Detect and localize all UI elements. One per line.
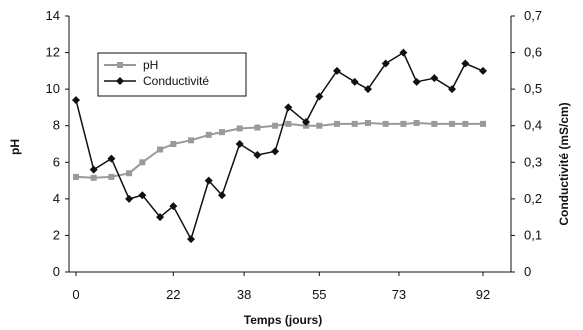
data-point-ph — [236, 125, 243, 132]
data-point-conductivite — [125, 194, 134, 203]
data-point-conductivite — [138, 191, 147, 200]
series-layer — [72, 48, 487, 244]
x-tick-label: 92 — [476, 287, 490, 302]
legend-ph-label: pH — [143, 58, 158, 72]
data-point-conductivite — [235, 140, 244, 148]
data-point-ph — [449, 120, 456, 127]
data-point-conductivite — [156, 213, 165, 222]
data-point-ph — [126, 170, 133, 177]
data-point-conductivite — [363, 85, 372, 94]
data-point-ph — [413, 119, 420, 126]
data-point-ph — [170, 141, 177, 147]
y-tick-label: 6 — [53, 154, 60, 169]
data-point-conductivite — [204, 176, 213, 185]
x-tick-label: 38 — [237, 287, 251, 302]
data-point-conductivite — [89, 165, 98, 174]
y2-tick-label: 0,5 — [524, 81, 542, 96]
data-point-conductivite — [315, 92, 324, 101]
tick-labels: 0 2 4 6 8 10 12 14 0 0,1 0,2 0,3 0,4 0,5 0,6 0,7 0 22 38 55… — [46, 8, 543, 302]
series-conductivite-line — [75, 51, 484, 240]
y2-axis-title: Conductivité (mS/cm) — [557, 102, 571, 225]
y2-tick-label: 0,7 — [524, 8, 542, 23]
data-point-ph — [188, 137, 195, 144]
data-point-ph — [285, 120, 292, 127]
data-point-ph — [254, 124, 261, 131]
data-point-conductivite — [187, 235, 196, 244]
x-tick-label: 22 — [166, 287, 180, 302]
y2-tick-label: 0,3 — [524, 154, 542, 169]
x-tick-label: 0 — [72, 287, 79, 302]
data-point-conductivite — [169, 202, 178, 211]
data-point-ph — [382, 120, 389, 127]
chart-axes — [65, 15, 515, 276]
data-point-conductivite — [448, 85, 457, 94]
y-tick-label: 14 — [46, 8, 60, 23]
y-tick-label: 0 — [53, 264, 60, 279]
legend-box — [97, 52, 247, 97]
y-tick-label: 2 — [53, 227, 60, 242]
y2-tick-label: 0,4 — [524, 118, 542, 133]
data-point-conductivite — [72, 96, 80, 105]
data-point-conductivite — [479, 66, 487, 75]
data-point-ph — [351, 120, 358, 127]
x-tick-label: 55 — [312, 287, 326, 302]
y2-tick-label: 0,6 — [524, 45, 542, 60]
data-point-ph — [218, 129, 225, 136]
data-point-ph — [364, 119, 371, 126]
y2-tick-label: 0,1 — [524, 227, 542, 242]
y-tick-label: 8 — [53, 118, 60, 133]
data-point-conductivite — [271, 147, 280, 156]
data-point-ph — [108, 173, 115, 180]
y2-tick-label: 0 — [524, 264, 531, 279]
data-point-conductivite — [381, 59, 390, 68]
legend-conductivite-marker — [116, 77, 124, 85]
data-point-conductivite — [217, 191, 226, 200]
data-point-ph — [462, 120, 469, 127]
data-point-conductivite — [399, 48, 408, 57]
data-point-ph — [139, 159, 146, 166]
data-point-conductivite — [302, 118, 311, 127]
data-point-ph — [205, 131, 212, 138]
data-point-ph — [316, 122, 323, 129]
data-point-conductivite — [253, 150, 262, 159]
data-point-ph — [334, 120, 341, 127]
data-point-ph — [431, 120, 438, 127]
data-point-conductivite — [350, 77, 359, 86]
data-point-ph — [90, 174, 97, 181]
data-point-ph — [480, 120, 486, 127]
y-axis-title: pH — [8, 139, 22, 155]
data-point-conductivite — [430, 74, 439, 83]
data-point-ph — [400, 120, 407, 127]
y-tick-label: 10 — [46, 81, 60, 96]
y2-tick-label: 0,2 — [524, 191, 542, 206]
y-tick-label: 12 — [46, 45, 60, 60]
x-axis-title: Temps (jours) — [244, 313, 322, 327]
data-point-conductivite — [107, 154, 116, 163]
y-tick-label: 4 — [53, 191, 60, 206]
legend-conductivite-label: Conductivité — [143, 74, 209, 88]
data-point-conductivite — [461, 59, 470, 68]
data-point-ph — [157, 146, 164, 153]
data-point-ph — [272, 122, 279, 129]
data-point-conductivite — [412, 77, 421, 86]
series-ph-line — [75, 122, 483, 179]
data-point-conductivite — [333, 66, 342, 75]
data-point-conductivite — [284, 103, 293, 112]
x-tick-label: 73 — [392, 287, 406, 302]
data-point-ph — [73, 173, 79, 180]
legend: pH Conductivité — [97, 52, 247, 97]
legend-ph-marker — [117, 62, 123, 68]
